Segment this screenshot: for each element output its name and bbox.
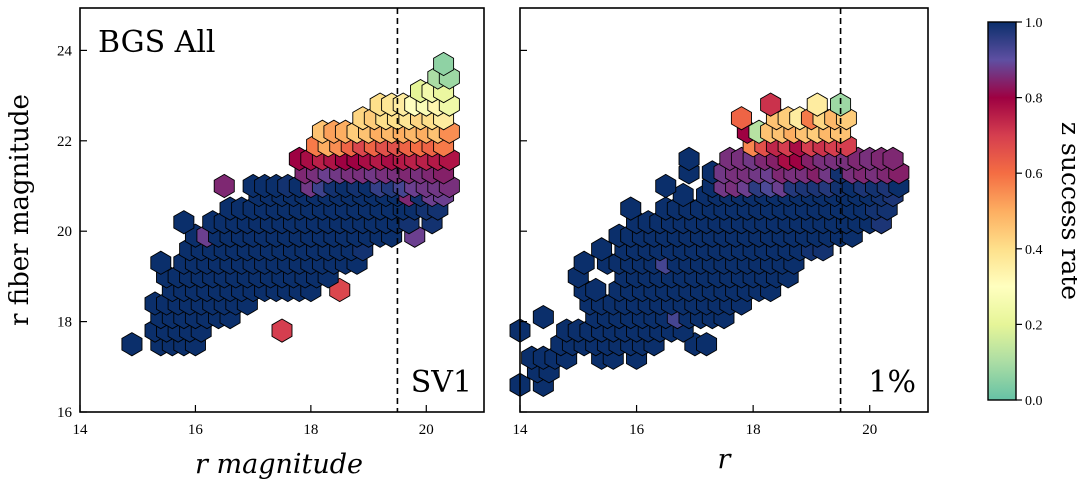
hexbin-cell-left-108 xyxy=(173,210,195,235)
hexbin-cell-left-56 xyxy=(150,250,172,275)
hexbin-cell-left-0 xyxy=(121,332,143,357)
colorbar-tick-label-1.0: 1.0 xyxy=(1025,16,1043,31)
x-tick-label-right-16: 16 xyxy=(629,422,645,438)
hexbin-cell-right-34 xyxy=(532,304,554,330)
colorbar-tick-label-0.0: 0.0 xyxy=(1025,394,1043,409)
colorbar: 0.0 0.2 0.4 0.6 0.8 1.0 z success rate xyxy=(987,16,1077,409)
right-panel: 14 16 18 20 1% xyxy=(509,7,929,438)
colorbar-tick-label-0.6: 0.6 xyxy=(1025,167,1043,182)
hexbin-cell-right-248 xyxy=(678,146,700,172)
colorbar-tick-label-0.8: 0.8 xyxy=(1025,92,1043,107)
hexbin-cell-right-290 xyxy=(760,92,782,117)
x-tick-label-left-20: 20 xyxy=(419,422,434,438)
hexbin-cell-left-164 xyxy=(213,173,235,199)
ticks-right: 14 16 18 20 xyxy=(513,49,877,438)
y-tick-label-24: 24 xyxy=(57,43,73,59)
x-tick-label-left-18: 18 xyxy=(303,422,318,438)
hexbin-cell-right-173 xyxy=(620,196,642,221)
colorbar-ticks: 0.0 0.2 0.4 0.6 0.8 1.0 xyxy=(1016,16,1043,409)
colorbar-tick-label-0.4: 0.4 xyxy=(1025,243,1043,258)
axes-frame-left xyxy=(79,7,485,413)
x-axis-label-left: r magnitude xyxy=(195,449,363,480)
y-tick-label-18: 18 xyxy=(57,315,72,331)
y-tick-label-20: 20 xyxy=(57,224,72,240)
hexbin-cell-left-10 xyxy=(271,318,293,343)
colorbar-tick-label-0.2: 0.2 xyxy=(1025,318,1043,333)
x-tick-label-right-20: 20 xyxy=(862,422,877,438)
corner-label-sv1: SV1 xyxy=(411,365,472,400)
y-tick-label-16: 16 xyxy=(57,405,73,421)
x-tick-label-right-18: 18 xyxy=(746,422,761,438)
hexbin-cell-right-263 xyxy=(882,146,904,172)
y-axis-label: r fiber magnitude xyxy=(5,94,35,326)
corner-label-one-percent: 1% xyxy=(868,365,916,400)
axes-frame-right xyxy=(519,7,929,413)
x-tick-label-left-14: 14 xyxy=(73,422,89,438)
hexbin-cell-right-291 xyxy=(806,92,828,117)
hexbin-cell-right-21 xyxy=(696,332,718,357)
y-tick-label-22: 22 xyxy=(57,134,72,150)
x-tick-label-left-16: 16 xyxy=(188,422,204,438)
hexbin-cell-right-282 xyxy=(730,106,752,131)
colorbar-label: z success rate xyxy=(1056,122,1077,300)
colorbar-gradient xyxy=(987,21,1017,401)
x-axis-label-right: r xyxy=(718,444,733,475)
hexbin-left xyxy=(121,51,460,357)
hexbin-right xyxy=(509,92,910,398)
x-tick-label-right-14: 14 xyxy=(513,422,529,438)
panel-text-bgs-all: BGS All xyxy=(98,25,216,60)
hexbin-cell-right-212 xyxy=(655,173,677,199)
hexbin-cell-left-254 xyxy=(433,51,455,77)
hexbin-cell-right-292 xyxy=(830,92,852,117)
